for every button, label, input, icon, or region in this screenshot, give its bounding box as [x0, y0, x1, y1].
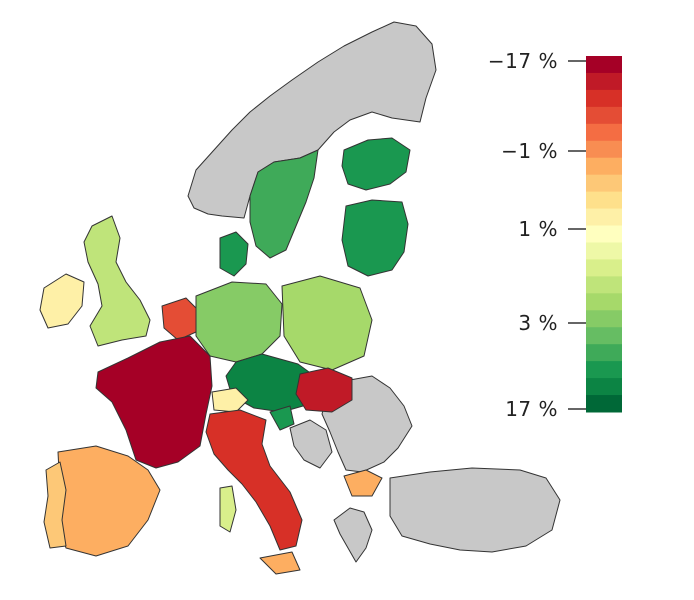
- region-west-balkan: [289, 419, 333, 469]
- colorbar-swatch: [586, 208, 622, 227]
- region-greece: [333, 507, 373, 563]
- colorbar-swatch: [586, 259, 622, 277]
- colorbar-swatch: [586, 378, 622, 396]
- region-benelux: [161, 297, 201, 341]
- region-uk: [83, 215, 151, 347]
- region-ireland: [39, 273, 85, 329]
- colorbar-swatch: [586, 361, 622, 379]
- region-sicily: [259, 551, 301, 575]
- legend-label-5: 17 %: [505, 397, 558, 421]
- colorbar-swatch: [586, 310, 622, 328]
- legend-ticks: [568, 60, 586, 410]
- region-germany: [195, 281, 283, 363]
- region-turkey-area: [389, 467, 561, 553]
- colorbar-swatch: [586, 293, 622, 311]
- colorbar-swatch: [586, 344, 622, 362]
- legend-label-4: 3 %: [518, 311, 558, 335]
- land-colored-layer: [39, 137, 411, 575]
- region-finland: [341, 137, 411, 191]
- region-hungary: [295, 367, 353, 413]
- colorbar-swatch: [586, 276, 622, 294]
- colorbar-swatch: [586, 56, 622, 74]
- colorbar-swatch: [586, 174, 622, 193]
- colorbar-swatch: [586, 89, 622, 108]
- region-switzerland: [211, 387, 249, 413]
- colorbar-swatch: [586, 327, 622, 345]
- colorbar-swatch: [586, 106, 622, 125]
- legend-label-3: 1 %: [518, 217, 558, 241]
- region-poland: [281, 275, 373, 371]
- legend-label-2: −1 %: [501, 139, 558, 163]
- region-bulgaria-south: [343, 469, 383, 497]
- region-baltics: [341, 199, 409, 277]
- colorbar-swatch: [586, 191, 622, 210]
- colorbar-swatch: [586, 157, 622, 176]
- colorbar-swatch: [586, 72, 622, 91]
- region-portugal: [43, 461, 67, 549]
- colorbar-swatch: [586, 123, 622, 142]
- colorbar-swatch: [586, 140, 622, 159]
- colorbar-swatch: [586, 242, 622, 260]
- colorbar-swatch: [586, 395, 622, 413]
- region-france: [95, 335, 213, 469]
- legend-label-1: −17 %: [487, 49, 558, 73]
- region-slovenia: [269, 405, 295, 431]
- region-sweden: [249, 149, 319, 259]
- region-denmark: [219, 231, 249, 277]
- colorbar-swatch: [586, 225, 622, 243]
- region-central: [225, 353, 321, 413]
- region-sardinia: [219, 485, 237, 533]
- region-italy: [205, 409, 303, 551]
- region-norway: [187, 21, 437, 219]
- legend-colorbar: [586, 56, 622, 413]
